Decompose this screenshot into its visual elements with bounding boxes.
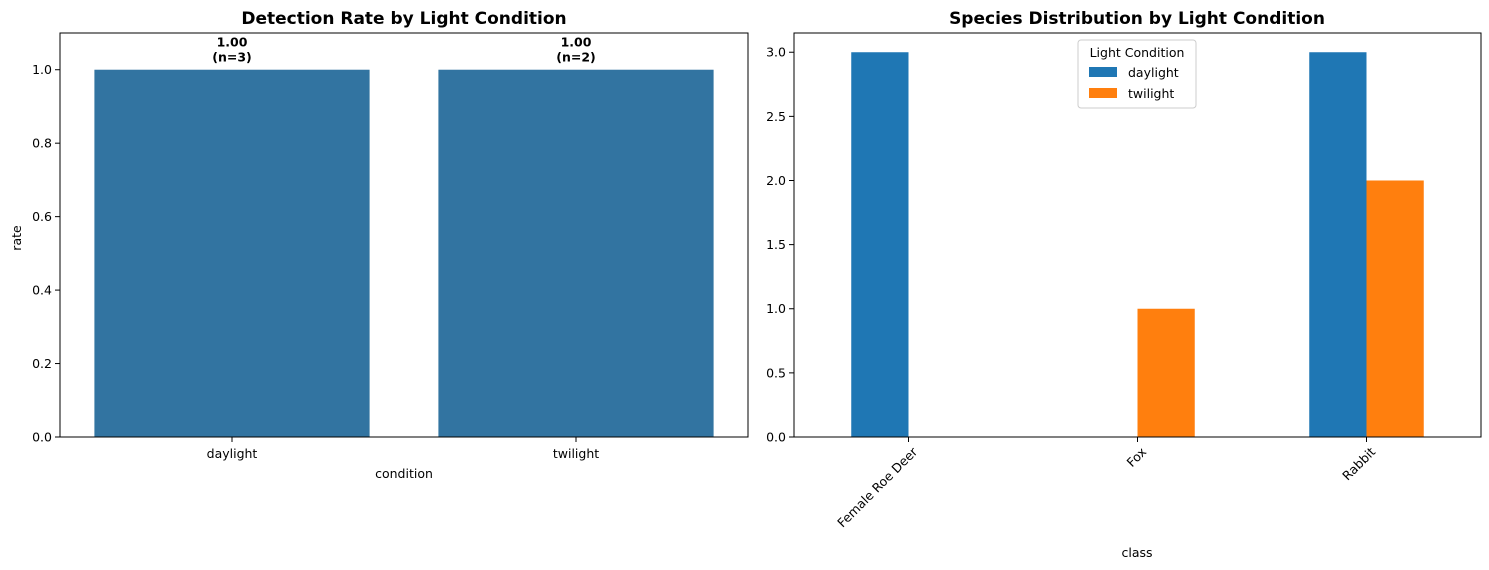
bar-daylight-Rabbit [1309,52,1367,437]
chart-title: Detection Rate by Light Condition [241,9,566,29]
legend-title: Light Condition [1090,45,1185,60]
y-tick-label: 0.0 [766,430,786,445]
x-tick-label: Rabbit [1339,444,1378,483]
bar-twilight-Fox [1137,308,1195,437]
y-tick-label: 0.2 [32,356,52,371]
y-tick-label: 2.0 [766,173,786,188]
bar-value-label: 1.00 (n=2) [556,35,596,65]
bar-value-label: 1.00 (n=3) [212,35,252,65]
y-tick-label: 0.8 [32,136,52,151]
bar-daylight-Female Roe Deer [851,52,909,437]
chart-title: Species Distribution by Light Condition [949,9,1325,29]
x-tick-label: daylight [207,446,258,461]
bar-twilight [438,69,714,438]
plot-frame [793,32,1482,438]
legend-label: twilight [1128,86,1174,101]
legend-swatch-daylight [1089,67,1117,77]
y-tick-label: 0.4 [32,283,52,298]
plot-frame [59,32,749,438]
y-tick-label: 1.0 [32,62,52,77]
x-tick-label: twilight [553,446,599,461]
species-distribution-chart: Species Distribution by Light Condition … [766,9,1482,560]
y-tick-label: 1.5 [766,237,786,252]
y-tick-label: 0.0 [32,430,52,445]
y-axis-label: rate [9,225,24,251]
x-tick-label: Fox [1124,444,1150,470]
legend-swatch-twilight [1089,88,1117,98]
y-tick-label: 2.5 [766,109,786,124]
y-tick-label: 3.0 [766,45,786,60]
y-tick-label: 0.6 [32,209,52,224]
legend-label: daylight [1128,65,1179,80]
y-tick-label: 1.0 [766,301,786,316]
x-axis-label: condition [375,466,433,481]
detection-rate-chart: Detection Rate by Light Condition 0.0 0.2… [9,9,749,481]
x-axis-label: class [1121,545,1152,560]
y-tick-label: 0.5 [766,365,786,380]
bar-twilight-Rabbit [1366,180,1424,437]
bar-daylight [94,69,370,438]
x-tick-label: Female Roe Deer [834,444,921,531]
legend: Light Condition daylight twilight [1077,39,1197,109]
